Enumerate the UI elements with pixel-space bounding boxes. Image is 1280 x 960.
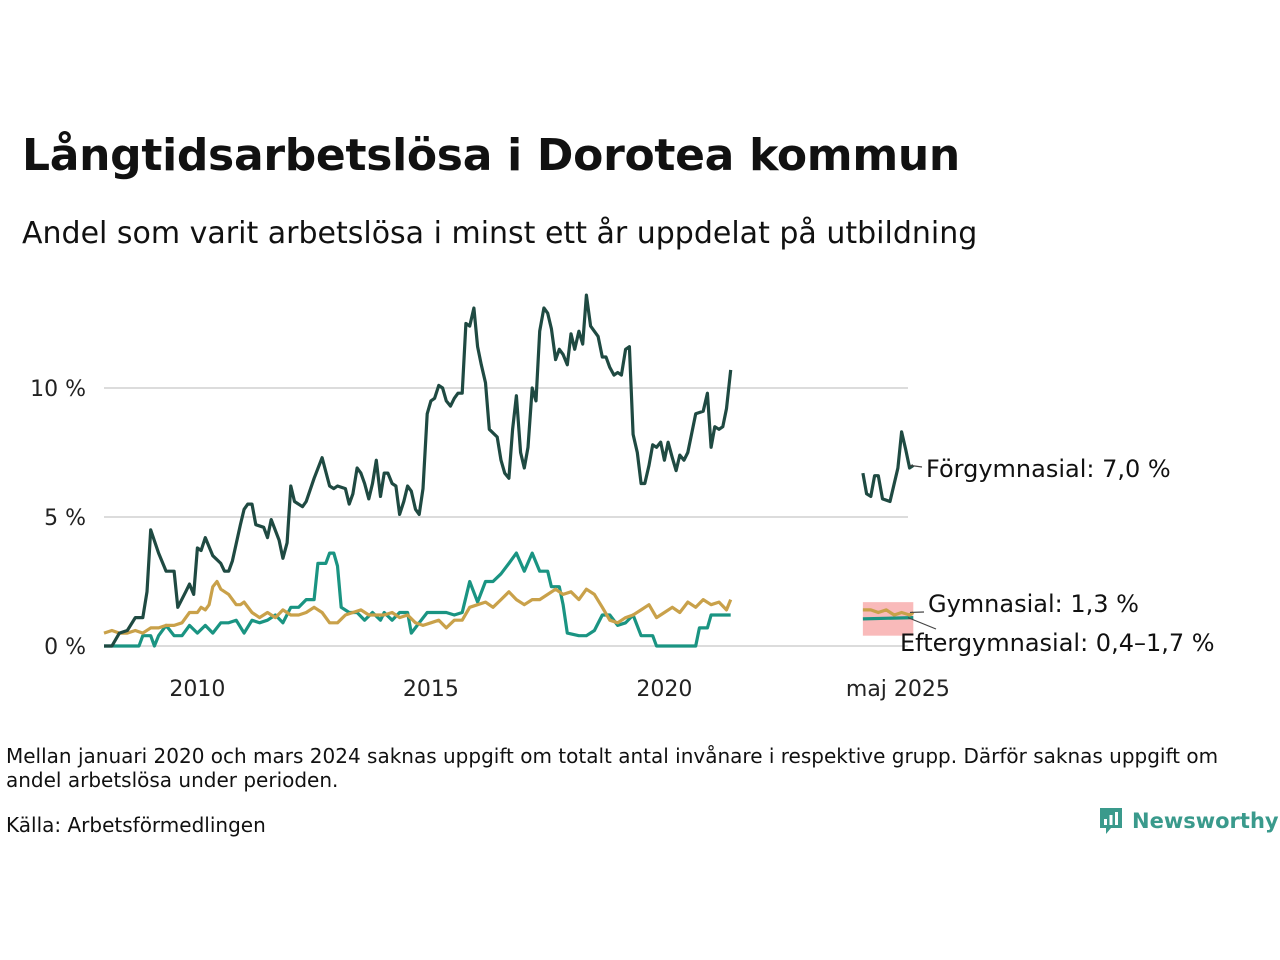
- series-labels: Förgymnasial: 7,0 % Gymnasial: 1,3 % Efter…: [900, 455, 1215, 657]
- label-leader-line: [907, 617, 937, 630]
- förgymnasial-line-segment-0: [104, 293, 733, 648]
- gymnasial-line-segment-0: [103, 579, 733, 635]
- x-tick-label: maj 2025: [846, 677, 950, 702]
- logo-text: Newsworthy: [1132, 809, 1279, 833]
- chart-subtitle: Andel som varit arbetslösa i minst ett å…: [22, 216, 978, 251]
- y-tick-label: 0 %: [44, 635, 86, 660]
- line-chart: Förgymnasial: 7,0 % Gymnasial: 1,3 % Efter…: [30, 293, 1215, 702]
- x-tick-label: 2020: [636, 677, 692, 702]
- eftergymnasial-line-segment-1: [862, 616, 914, 621]
- axis-ticks: 0 % 5 % 10 % 2010 2015 2020 maj 2025: [30, 377, 950, 702]
- x-tick-label: 2015: [403, 677, 459, 702]
- chart-title: Långtidsarbetslösa i Dorotea kommun: [22, 130, 960, 181]
- label-leader-line: [909, 464, 923, 468]
- footnote: Mellan januari 2020 och mars 2024 saknas…: [6, 744, 1219, 792]
- source-text: Källa: Arbetsförmedlingen: [6, 813, 266, 837]
- y-tick-label: 10 %: [30, 377, 86, 402]
- x-tick-label: 2010: [169, 677, 225, 702]
- grid-lines: [104, 387, 908, 647]
- förgymnasial-line-segment-1: [861, 430, 915, 504]
- bar-chart-icon: [1100, 808, 1122, 834]
- gymnasial-label: Gymnasial: 1,3 %: [928, 590, 1139, 618]
- eftergymnasial-label: Eftergymnasial: 0,4–1,7 %: [900, 629, 1215, 657]
- gymnasial-line-segment-1: [862, 608, 915, 617]
- förgymnasial-label: Förgymnasial: 7,0 %: [926, 455, 1171, 483]
- y-tick-label: 5 %: [44, 506, 86, 531]
- newsworthy-logo: Newsworthy: [1098, 806, 1279, 836]
- eftergymnasial-line-segment-0: [104, 551, 731, 648]
- series-lines: [103, 293, 915, 648]
